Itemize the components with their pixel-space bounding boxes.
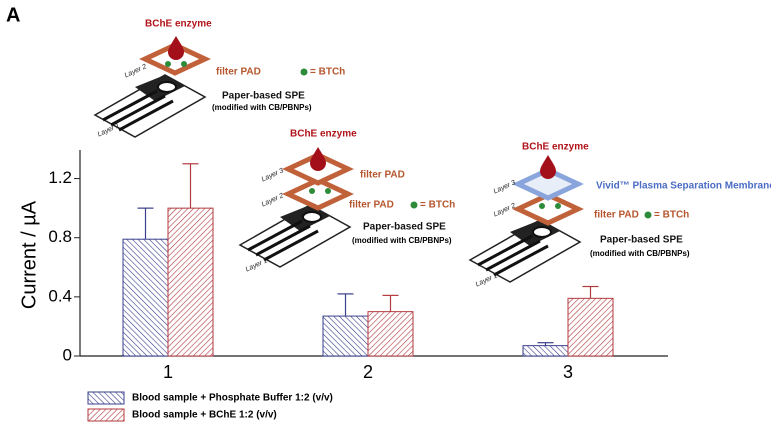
inset-text: Layer 2 [493, 202, 517, 218]
y-tick-label: 0.8 [48, 227, 72, 246]
bar [522, 345, 569, 357]
inset-text: = BTCh [420, 200, 455, 211]
legend-swatch [87, 391, 125, 405]
inset-text: BChE enzyme [522, 142, 589, 153]
inset-text: filter PAD [594, 210, 639, 221]
inset-text: filter PAD [360, 170, 405, 181]
x-tick-label: 3 [563, 362, 573, 382]
bar [122, 238, 169, 357]
y-axis-title: Current / µA [18, 200, 40, 309]
panel-label: A [6, 4, 20, 26]
inset-2-drawing [238, 147, 418, 269]
inset-text: = BTCh [654, 210, 689, 221]
inset-text: Layer 1 [245, 257, 269, 273]
legend-label: Blood sample + BChE 1:2 (v/v) [132, 410, 277, 421]
inset-text: BChE enzyme [145, 19, 212, 30]
y-tick-label: 1.2 [48, 168, 72, 187]
y-tick-label: 0.4 [48, 286, 72, 305]
bar [322, 315, 369, 357]
inset-text: Layer 2 [261, 192, 285, 208]
inset-1-drawing [93, 36, 308, 139]
inset-3-drawing [468, 155, 652, 284]
inset-text: BChE enzyme [290, 129, 357, 140]
bar [367, 311, 414, 357]
inset-text: Layer 2 [124, 63, 148, 79]
inset-text: Paper-based SPE [600, 235, 683, 246]
inset-text: filter PAD [216, 67, 261, 78]
inset-text: Layer 3 [493, 179, 517, 195]
inset-text: (modified with CB/PBNPs) [352, 236, 452, 245]
legend-label: Blood sample + Phosphate Buffer 1:2 (v/v… [132, 393, 333, 404]
legend-swatch [87, 408, 125, 422]
inset-text: = BTCh [310, 67, 345, 78]
inset-text: Vivid™ Plasma Separation Membrane [596, 181, 771, 192]
inset-text: Layer 3 [261, 167, 285, 183]
inset-text: Paper-based SPE [363, 222, 446, 233]
inset-text: filter PAD [349, 200, 394, 211]
x-tick-label: 1 [163, 362, 173, 382]
inset-text: (modified with CB/PBNPs) [590, 249, 690, 258]
inset-text: (modified with CB/PBNPs) [212, 103, 312, 112]
x-tick-label: 2 [363, 362, 373, 382]
inset-text: Paper-based SPE [222, 91, 305, 102]
y-tick-label: 0 [63, 345, 72, 364]
bar [167, 207, 214, 357]
bar [567, 297, 614, 357]
inset-text: Layer 1 [97, 122, 121, 138]
inset-text: Layer 1 [475, 272, 499, 288]
